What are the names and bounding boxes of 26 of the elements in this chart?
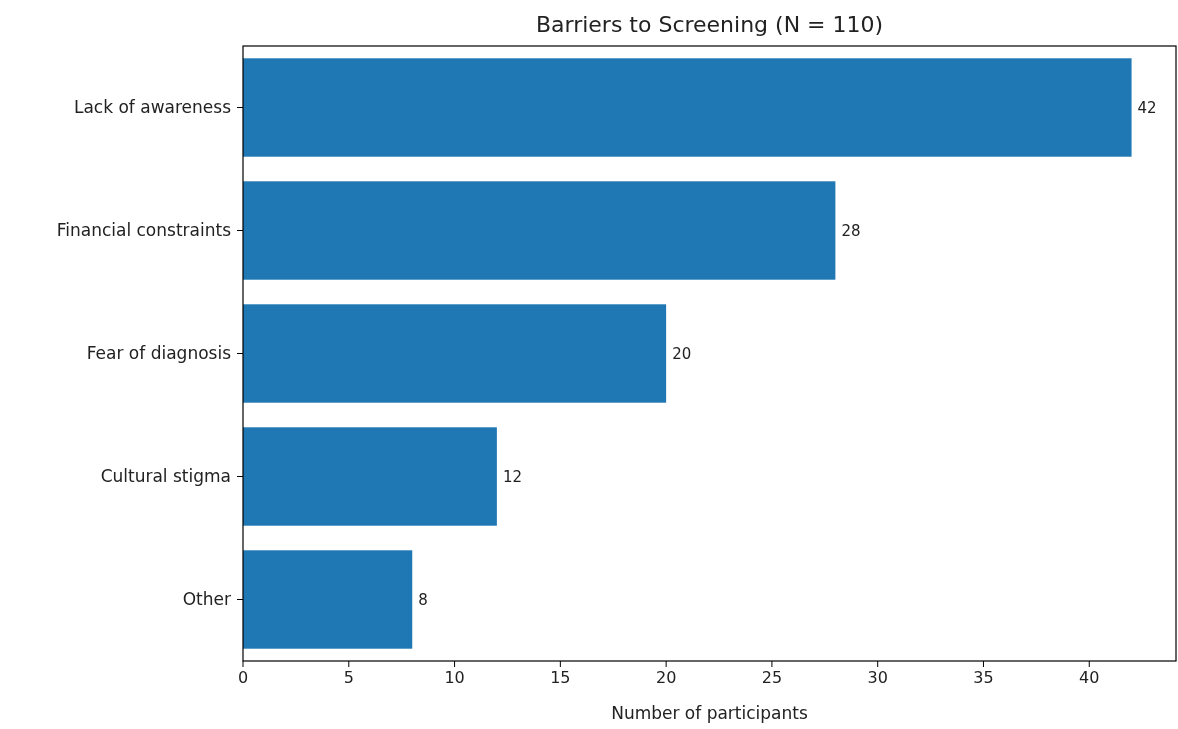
y-tick-label: Fear of diagnosis (86, 343, 232, 364)
x-tick-label: 10 (444, 668, 465, 687)
bar (243, 304, 667, 403)
x-tick-label: 25 (761, 668, 783, 687)
x-axis-title: Number of participants (611, 703, 808, 723)
x-tick-label: 35 (973, 668, 994, 687)
data-label: 20 (672, 344, 692, 363)
y-tick-label: Cultural stigma (100, 466, 231, 487)
data-label: 28 (841, 221, 861, 240)
data-label: 42 (1137, 98, 1157, 117)
data-label: 12 (502, 467, 522, 486)
x-tick-label: 20 (655, 668, 677, 687)
x-tick-label: 0 (237, 668, 249, 687)
bar (243, 181, 836, 280)
x-tick-label: 5 (343, 668, 354, 687)
bar (243, 550, 413, 649)
bar (243, 58, 1132, 157)
y-tick-label: Other (182, 589, 231, 610)
x-tick-label: 40 (1079, 668, 1100, 687)
chart-title: Barriers to Screening (N = 110) (535, 12, 884, 37)
y-tick-label: Financial constraints (56, 220, 232, 241)
x-tick-label: 15 (550, 668, 571, 687)
x-tick-label: 30 (867, 668, 888, 687)
y-tick-label: Lack of awareness (73, 97, 232, 118)
data-label: 8 (418, 590, 428, 609)
bar (243, 427, 497, 526)
